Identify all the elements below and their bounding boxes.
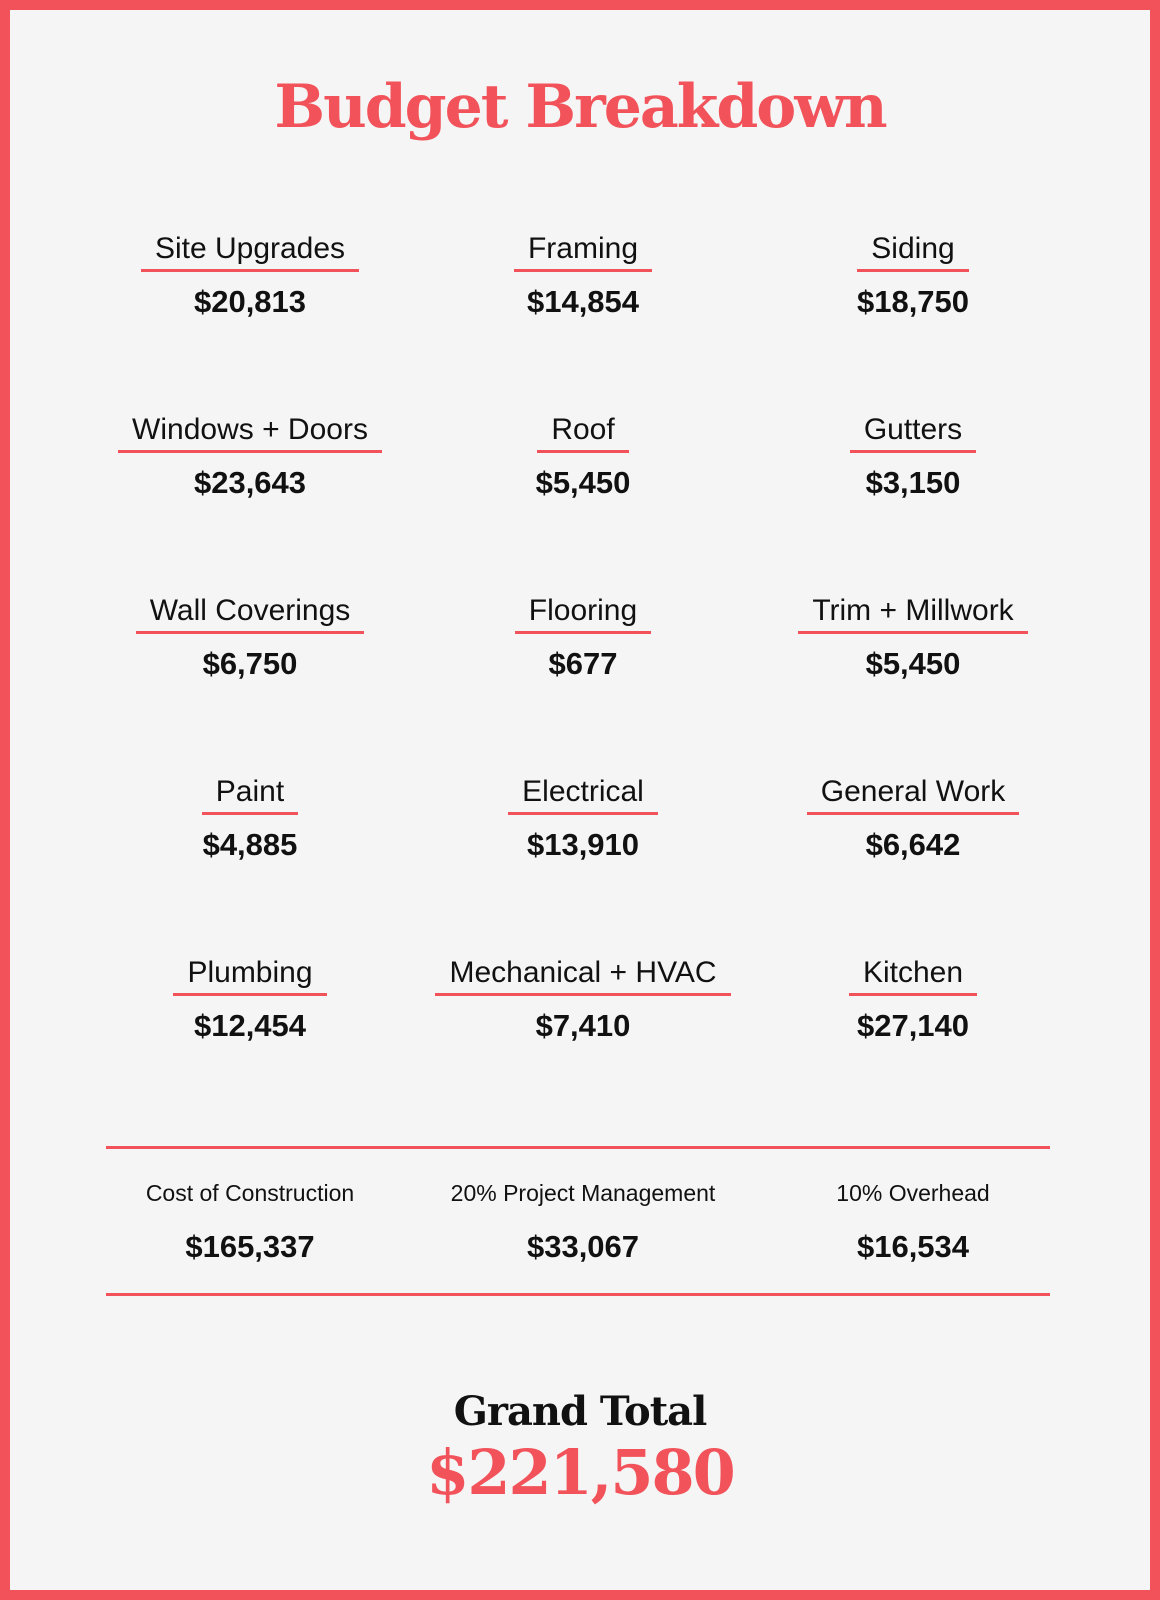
item-amount: $12,454 bbox=[193, 1008, 307, 1043]
item-label: Flooring bbox=[514, 594, 652, 634]
item-amount: $4,885 bbox=[202, 827, 298, 862]
item-label: Mechanical + HVAC bbox=[435, 956, 731, 996]
item-label: Gutters bbox=[849, 413, 977, 453]
budget-item: Electrical $13,910 bbox=[403, 775, 763, 863]
title: Budget Breakdown bbox=[274, 72, 887, 142]
summary-label: 10% Overhead bbox=[836, 1180, 990, 1206]
item-label: Plumbing bbox=[173, 956, 327, 996]
summary-label: Cost of Construction bbox=[145, 1180, 355, 1206]
item-label: General Work bbox=[806, 775, 1020, 815]
budget-item: Mechanical + HVAC $7,410 bbox=[403, 956, 763, 1044]
budget-item: Trim + Millwork $5,450 bbox=[733, 594, 1093, 682]
item-amount: $13,910 bbox=[526, 827, 640, 862]
item-amount: $6,642 bbox=[865, 827, 961, 862]
summary-item: 10% Overhead $16,534 bbox=[733, 1180, 1093, 1265]
summary-amount: $16,534 bbox=[856, 1229, 970, 1264]
summary-label: 20% Project Management bbox=[450, 1180, 716, 1206]
item-label: Roof bbox=[537, 413, 629, 453]
summary-item: 20% Project Management $33,067 bbox=[403, 1180, 763, 1265]
item-amount: $5,450 bbox=[535, 465, 631, 500]
budget-item: Roof $5,450 bbox=[403, 413, 763, 501]
budget-item: Windows + Doors $23,643 bbox=[70, 413, 430, 501]
item-amount: $18,750 bbox=[856, 284, 970, 319]
summary-amount: $165,337 bbox=[185, 1229, 315, 1264]
item-amount: $6,750 bbox=[202, 646, 298, 681]
grand-total-amount: $221,580 bbox=[426, 1436, 736, 1509]
item-amount: $27,140 bbox=[856, 1008, 970, 1043]
budget-item: Gutters $3,150 bbox=[733, 413, 1093, 501]
divider bbox=[106, 1146, 1050, 1149]
budget-item: General Work $6,642 bbox=[733, 775, 1093, 863]
item-label: Siding bbox=[857, 232, 969, 272]
item-label: Paint bbox=[201, 775, 299, 815]
item-amount: $23,643 bbox=[193, 465, 307, 500]
item-label: Electrical bbox=[508, 775, 658, 815]
item-amount: $7,410 bbox=[535, 1008, 631, 1043]
item-amount: $677 bbox=[548, 646, 618, 681]
item-amount: $14,854 bbox=[526, 284, 640, 319]
budget-item: Site Upgrades $20,813 bbox=[70, 232, 430, 320]
budget-item: Plumbing $12,454 bbox=[70, 956, 430, 1044]
item-amount: $20,813 bbox=[193, 284, 307, 319]
divider bbox=[106, 1293, 1050, 1296]
item-label: Kitchen bbox=[848, 956, 978, 996]
summary-item: Cost of Construction $165,337 bbox=[70, 1180, 430, 1265]
budget-item: Siding $18,750 bbox=[733, 232, 1093, 320]
item-amount: $3,150 bbox=[865, 465, 961, 500]
grand-total-label: Grand Total bbox=[453, 1388, 708, 1435]
summary-amount: $33,067 bbox=[526, 1229, 640, 1264]
budget-item: Paint $4,885 bbox=[70, 775, 430, 863]
item-label: Wall Coverings bbox=[135, 594, 365, 634]
item-label: Site Upgrades bbox=[140, 232, 360, 272]
item-label: Framing bbox=[513, 232, 653, 272]
item-amount: $5,450 bbox=[865, 646, 961, 681]
budget-item: Wall Coverings $6,750 bbox=[70, 594, 430, 682]
item-label: Trim + Millwork bbox=[798, 594, 1028, 634]
budget-item: Framing $14,854 bbox=[403, 232, 763, 320]
budget-item: Kitchen $27,140 bbox=[733, 956, 1093, 1044]
budget-item: Flooring $677 bbox=[403, 594, 763, 682]
item-label: Windows + Doors bbox=[118, 413, 382, 453]
